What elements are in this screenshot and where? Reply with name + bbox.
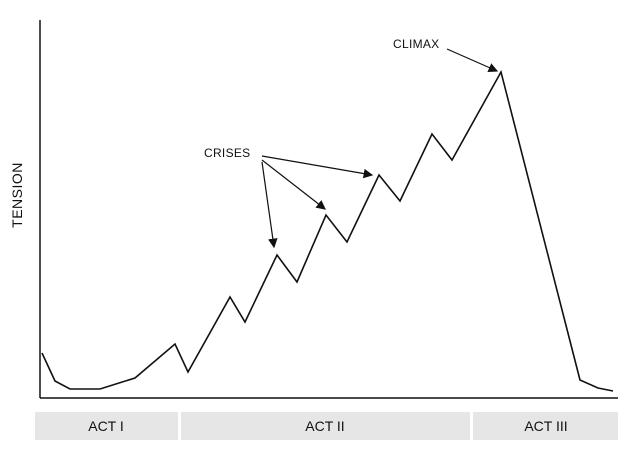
act-1-label: ACT I bbox=[88, 418, 124, 434]
y-axis-label: TENSION bbox=[9, 162, 25, 228]
act-3-label: ACT III bbox=[524, 418, 567, 434]
crises-arrow-1 bbox=[261, 161, 278, 249]
act-1-band bbox=[35, 412, 178, 440]
crises-arrow-3 bbox=[261, 155, 374, 179]
act-3-band bbox=[473, 412, 618, 440]
crises-arrow-2 bbox=[261, 159, 326, 210]
climax-label: CLIMAX bbox=[393, 37, 439, 51]
tension-curve bbox=[41, 69, 614, 392]
crises-label: CRISES bbox=[204, 146, 250, 160]
act-2-label: ACT II bbox=[305, 418, 344, 434]
act-2-band bbox=[181, 412, 470, 440]
climax-arrow bbox=[446, 48, 499, 73]
